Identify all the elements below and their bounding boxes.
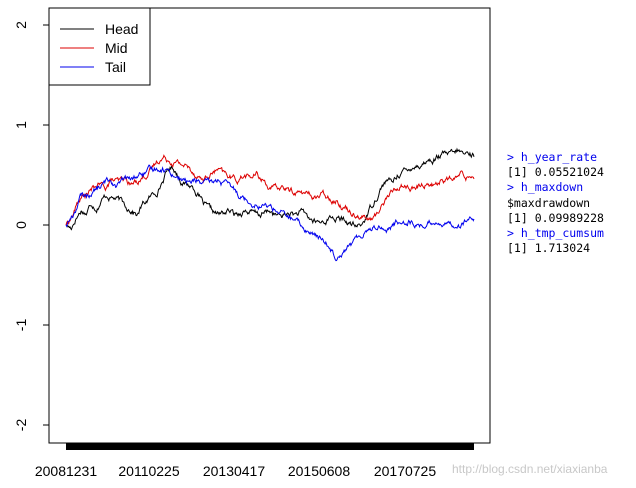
x-tick-label: 20081231 [35, 463, 98, 479]
series-line-tail [65, 164, 475, 262]
y-tick-label: 0 [13, 221, 29, 229]
legend-label-tail: Tail [105, 59, 126, 75]
console-output: $maxdrawdown [507, 195, 591, 210]
x-tick-label: 20170725 [374, 463, 437, 479]
x-axis: 20081231 20110225 20130417 20150608 20170725 [35, 443, 474, 479]
legend-label-head: Head [105, 21, 138, 37]
y-tick-label: 2 [13, 21, 29, 29]
legend-box [48, 7, 151, 86]
console-command: > h_tmp_cumsum [507, 226, 604, 241]
series-line-head [65, 147, 475, 231]
legend: Head Mid Tail [48, 7, 151, 86]
y-tick-label: -2 [13, 419, 29, 432]
x-tick-band [66, 443, 474, 450]
x-tick-label: 20150608 [288, 463, 351, 479]
console-output: [1] 1.713024 [507, 241, 591, 256]
y-tick-label: -1 [13, 319, 29, 332]
y-axis: -2 -1 0 1 2 [13, 21, 49, 431]
series-layer [65, 147, 475, 262]
series-line-mid [65, 154, 475, 226]
x-tick-label: 20130417 [203, 463, 266, 479]
watermark-url: http://blog.csdn.net/xiaxianba [452, 462, 608, 476]
console-command: > h_year_rate [507, 150, 598, 164]
y-tick-label: 1 [13, 121, 29, 129]
console-command: > h_maxdown [507, 180, 584, 195]
x-tick-label: 20110225 [118, 463, 179, 479]
console-output: [1] 0.09989228 [507, 210, 604, 225]
console-output: [1] 0.05521024 [507, 165, 604, 180]
legend-label-mid: Mid [105, 40, 128, 56]
r-console-output: > h_year_rate [1] 0.05521024 > h_maxdown $m… [507, 150, 604, 256]
